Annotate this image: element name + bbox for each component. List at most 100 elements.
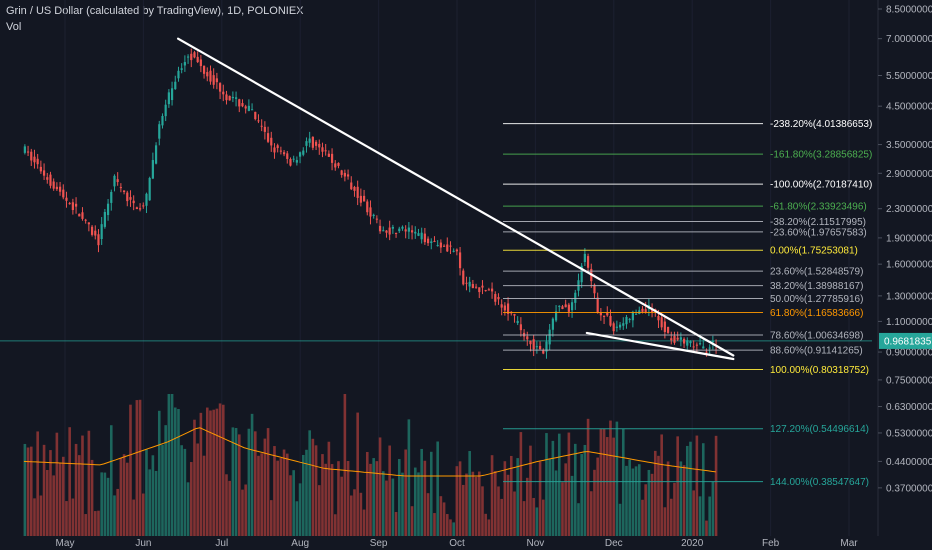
candle-body	[90, 226, 94, 235]
volume-bar	[311, 438, 315, 536]
candle-body	[42, 170, 46, 176]
trendlines	[177, 37, 735, 361]
fib-level-label: -23.60%(1.97657583)	[770, 227, 867, 238]
candle-body	[452, 250, 455, 252]
candle-body	[151, 160, 154, 179]
candle-body	[362, 195, 366, 202]
candle-body	[254, 111, 257, 120]
volume-bar	[695, 435, 699, 536]
candle-body	[167, 92, 170, 105]
fib-level-label: 100.00%(0.80318752)	[770, 365, 869, 376]
candle-body	[260, 125, 263, 127]
candle-body	[321, 147, 324, 152]
volume-bar	[71, 498, 75, 536]
candle-body	[74, 203, 78, 207]
candle-body	[234, 97, 238, 99]
fib-level-label: 127.20%(0.54496614)	[770, 424, 869, 435]
candle-body	[295, 160, 298, 163]
volume-bar	[129, 404, 132, 536]
volume-bar	[673, 482, 676, 536]
volume-bar	[337, 461, 340, 536]
candle-body	[334, 163, 337, 168]
candle-body	[305, 141, 308, 146]
candle-body	[273, 147, 276, 153]
volume-bar	[650, 473, 654, 536]
volume-bar	[295, 501, 299, 536]
candle-body	[196, 56, 199, 63]
volume-bar	[653, 450, 657, 536]
volume-bar	[241, 489, 244, 536]
candle-body	[695, 344, 698, 346]
candle-body	[519, 324, 522, 331]
candle-body	[410, 230, 414, 233]
volume-bar	[74, 443, 78, 536]
volume-bar	[519, 432, 523, 536]
candle-body	[190, 53, 193, 61]
candle-body	[81, 212, 84, 219]
candle-body	[526, 336, 529, 340]
volume-bar	[138, 399, 142, 536]
volume-bar	[701, 443, 705, 536]
candle-body	[378, 225, 382, 232]
candle-body	[612, 323, 615, 332]
candle-body	[340, 170, 343, 175]
candle-body	[564, 304, 567, 308]
candle-body	[558, 305, 561, 307]
candle-body	[574, 292, 577, 303]
volume-indicator-label[interactable]: Vol	[6, 21, 22, 33]
volume-bar	[193, 419, 196, 536]
fib-level-label: 23.60%(1.52848579)	[770, 267, 863, 278]
candle-body	[676, 337, 679, 340]
candle-body	[26, 151, 30, 153]
volume-bar	[97, 510, 100, 536]
candle-body	[209, 70, 212, 82]
candle-body	[212, 75, 215, 85]
price-tick-label: 2.30000000	[886, 204, 932, 215]
volume-bar	[135, 400, 139, 536]
candle-body	[391, 226, 394, 229]
volume-bar	[660, 434, 663, 536]
volume-bar	[625, 465, 628, 536]
volume-bar	[205, 407, 209, 536]
candle-body	[78, 213, 81, 217]
volume-bar	[609, 420, 612, 536]
volume-bar	[141, 493, 145, 536]
candle-body	[465, 282, 468, 284]
volume-bar	[282, 449, 286, 536]
volume-bar	[593, 469, 596, 536]
volume-bar	[385, 480, 388, 536]
candle-body	[158, 124, 161, 139]
candle-body	[478, 287, 481, 293]
candle-body	[471, 284, 474, 289]
volume-bar	[212, 409, 215, 536]
candle-body	[135, 207, 138, 210]
volume-bar	[410, 506, 414, 536]
candle-body	[164, 104, 167, 117]
candle-body	[366, 201, 369, 213]
candle-body	[657, 315, 660, 321]
volume-bar	[90, 459, 94, 536]
candle-body	[87, 222, 90, 225]
candle-body	[346, 174, 350, 177]
volume-bar	[266, 428, 270, 536]
volume-bar	[644, 484, 647, 536]
volume-bar	[669, 498, 673, 536]
volume-bar	[538, 461, 542, 536]
candle-body	[404, 229, 407, 232]
volume-bar	[557, 433, 561, 536]
volume-bar	[81, 435, 84, 536]
volume-bar	[301, 454, 305, 536]
candle-body	[116, 179, 119, 183]
fib-level-label: 144.00%(0.38547647)	[770, 477, 869, 488]
volume-bar	[58, 463, 62, 536]
candle-body	[180, 68, 183, 70]
fib-level-label: -38.20%(2.11517995)	[770, 217, 866, 228]
candle-body	[458, 252, 462, 269]
candle-body	[385, 230, 388, 233]
volume-bar	[452, 522, 455, 536]
candle-body	[609, 315, 612, 326]
